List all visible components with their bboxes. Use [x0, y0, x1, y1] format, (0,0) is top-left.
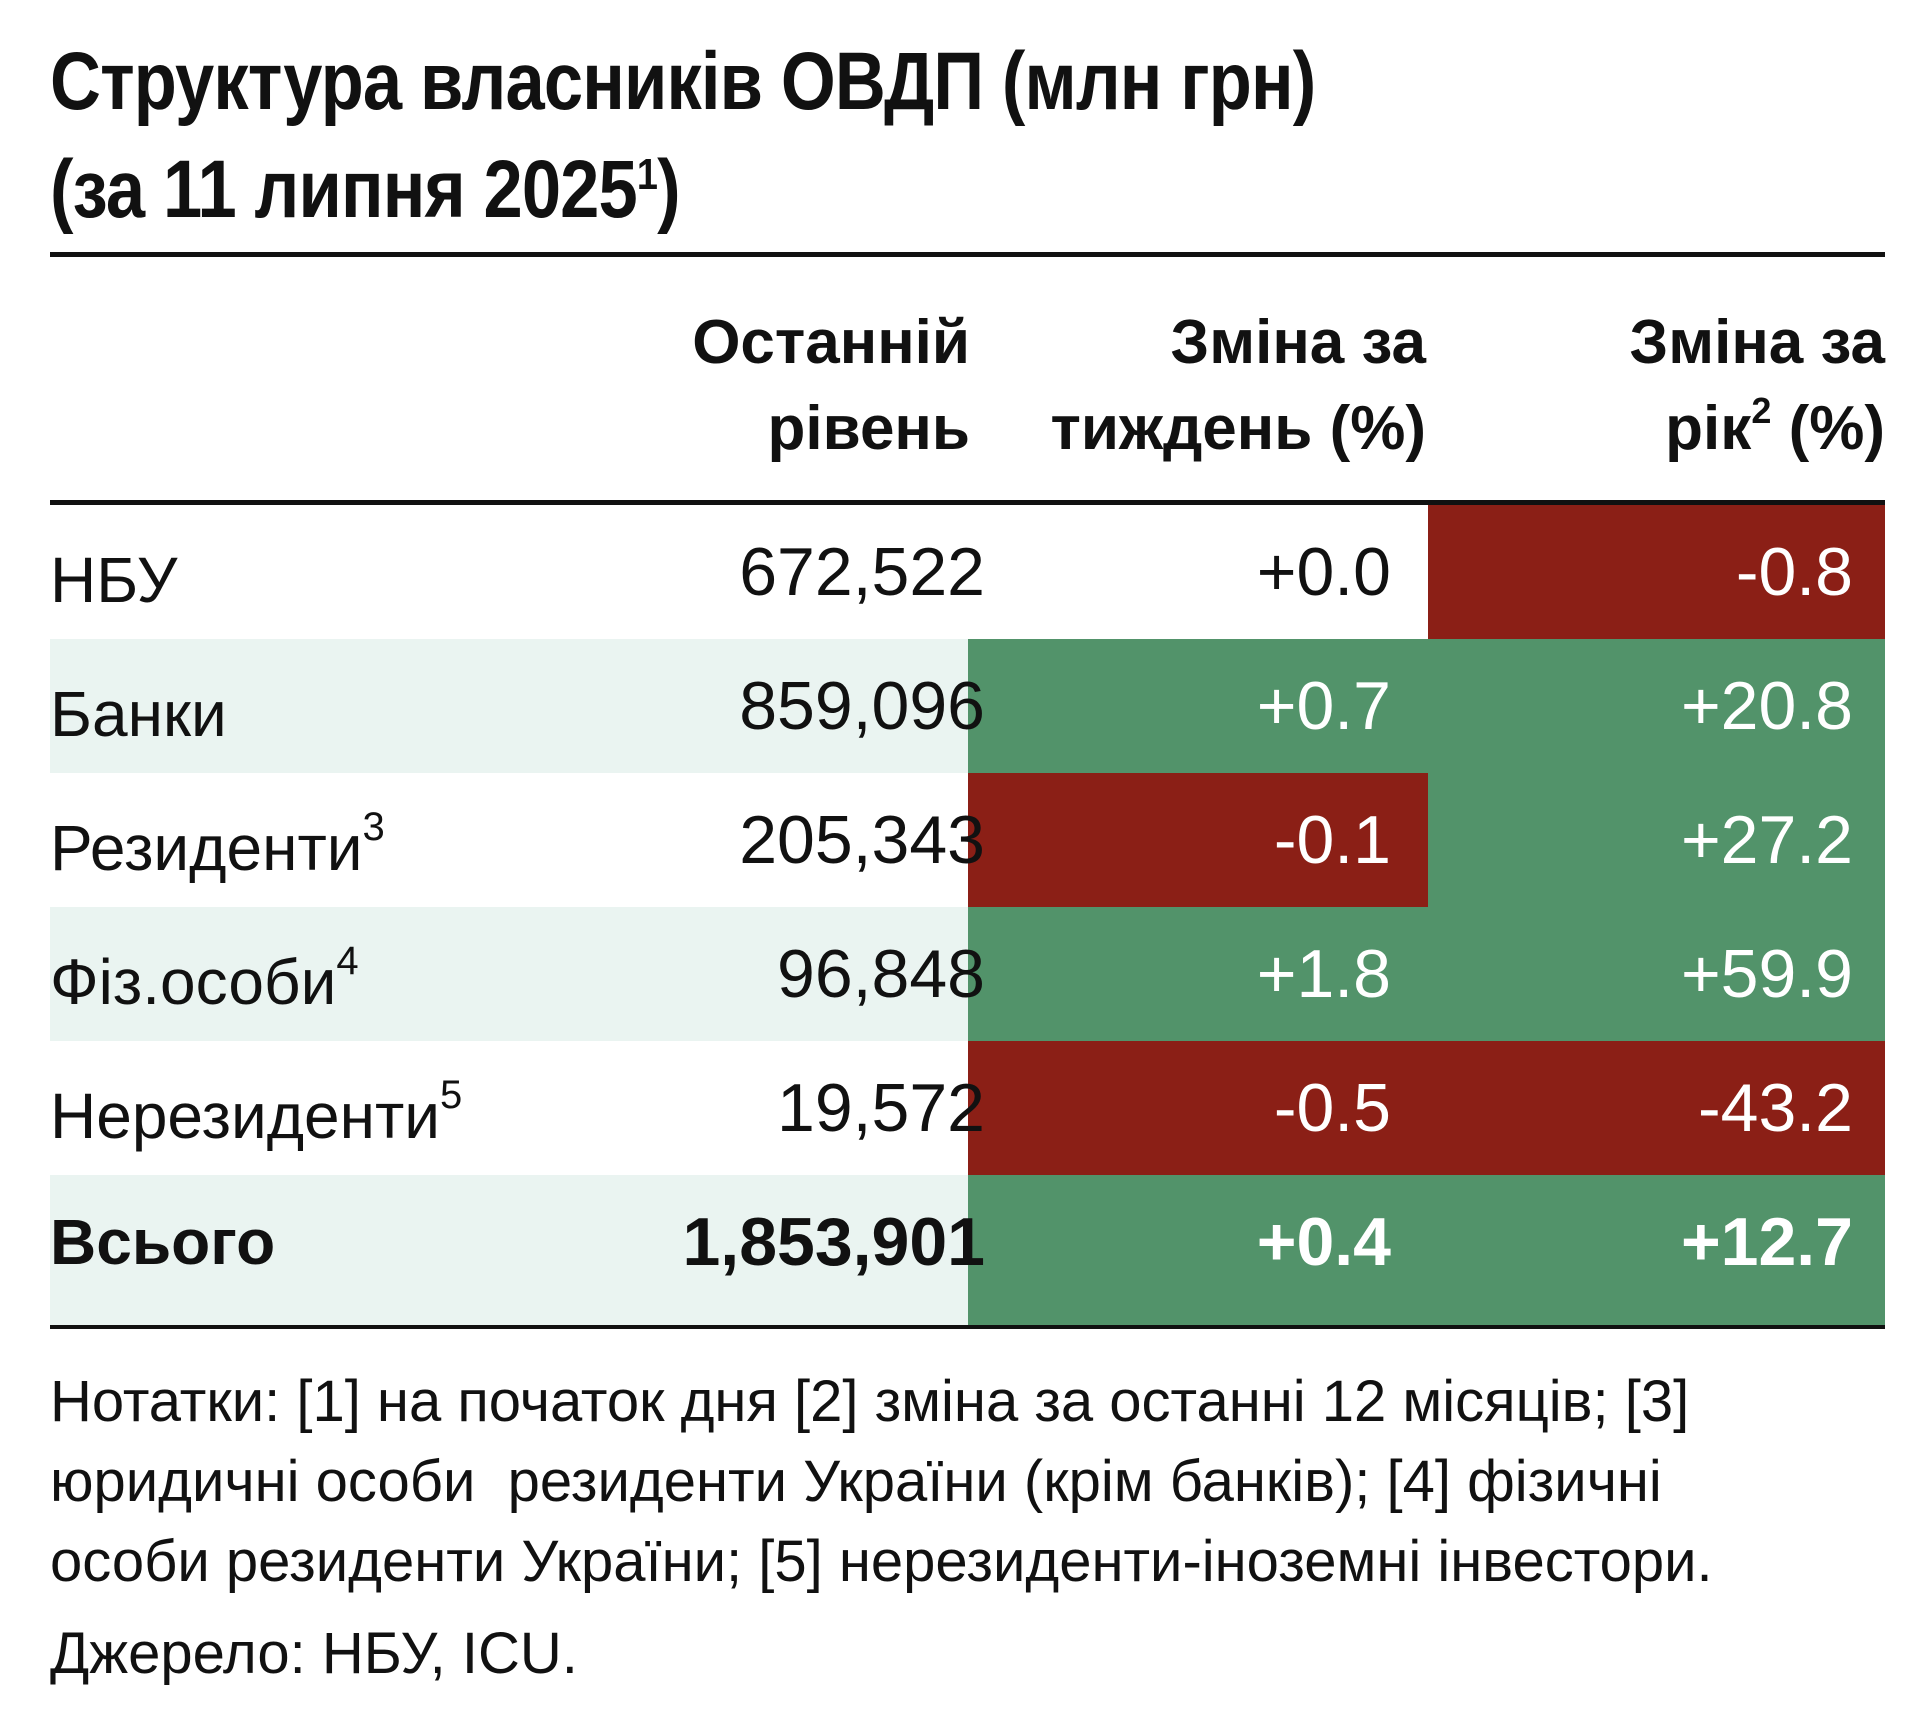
week-change-cell-bg	[968, 1041, 1428, 1175]
table-row-nonresidents: Нерезиденти5 19,572 -0.5 -43.2	[50, 1041, 1885, 1175]
year-change-value: -0.8	[1735, 534, 1853, 610]
year-change-cell-bg	[1428, 1041, 1885, 1175]
column-header-week: Зміна за тиждень (%)	[1050, 308, 1426, 463]
column-header-year: Зміна за рік2 (%)	[1629, 308, 1885, 463]
title-line-1: Структура власників ОВДП (млн грн)	[50, 36, 1316, 127]
week-change-cell-bg	[968, 773, 1428, 907]
week-change-value: +0.0	[1256, 534, 1391, 610]
year-change-value: +20.8	[1680, 668, 1853, 744]
table-row-total: Всього 1,853,901 +0.4 +12.7	[50, 1175, 1885, 1325]
page-title: Структура власників ОВДП (млн грн) (за 1…	[50, 28, 1632, 244]
total-change-cells-bg	[968, 1175, 1885, 1325]
year-change-cell-bg	[1428, 639, 1885, 773]
week-change-cell-bg	[968, 907, 1428, 1041]
row-label: Резиденти3	[50, 805, 385, 884]
title-footnote-marker: 1	[636, 150, 658, 199]
table-row-residents: Резиденти3 205,343 -0.1 +27.2	[50, 773, 1885, 907]
row-label: Нерезиденти5	[50, 1073, 463, 1152]
year-change-value: -43.2	[1698, 1070, 1853, 1146]
total-label: Всього	[50, 1206, 276, 1278]
level-value: 96,848	[777, 936, 985, 1012]
week-change-cell-bg	[968, 639, 1428, 773]
table-row-nbu: НБУ 672,522 +0.0 -0.8	[50, 505, 1885, 639]
year-change-cell-bg	[1428, 773, 1885, 907]
year-footnote-marker: 2	[1751, 390, 1772, 431]
year-change-value: +59.9	[1680, 936, 1853, 1012]
week-change-value: +0.7	[1256, 668, 1391, 744]
year-change-cell-bg	[1428, 907, 1885, 1041]
table-row-banks: Банки 859,096 +0.7 +20.8	[50, 639, 1885, 773]
level-value: 205,343	[739, 802, 985, 878]
week-change-value: -0.5	[1273, 1070, 1391, 1146]
year-change-value: +27.2	[1680, 802, 1853, 878]
total-level-value: 1,853,901	[682, 1204, 985, 1280]
top-rule	[50, 252, 1885, 257]
footnotes: Нотатки: [1] на початок дня [2] зміна за…	[50, 1369, 1713, 1594]
year-change-cell-bg	[1428, 505, 1885, 639]
column-header-level: Останній рівень	[692, 308, 970, 463]
level-value: 19,572	[777, 1070, 985, 1146]
row-label: НБУ	[50, 544, 178, 616]
row-label: Банки	[50, 678, 227, 750]
week-change-value: -0.1	[1273, 802, 1391, 878]
table-row-individuals: Фіз.особи4 96,848 +1.8 +59.9	[50, 907, 1885, 1041]
level-value: 672,522	[739, 534, 985, 610]
level-value: 859,096	[739, 668, 985, 744]
row-label: Фіз.особи4	[50, 939, 359, 1018]
total-week-change-value: +0.4	[1256, 1204, 1391, 1280]
header-rule	[50, 500, 1885, 505]
bottom-rule	[50, 1325, 1885, 1329]
total-year-change-value: +12.7	[1680, 1204, 1853, 1280]
title-line-2: (за 11 липня 20251)	[50, 144, 681, 235]
source-note: Джерело: НБУ, ICU.	[50, 1621, 578, 1686]
week-change-value: +1.8	[1256, 936, 1391, 1012]
